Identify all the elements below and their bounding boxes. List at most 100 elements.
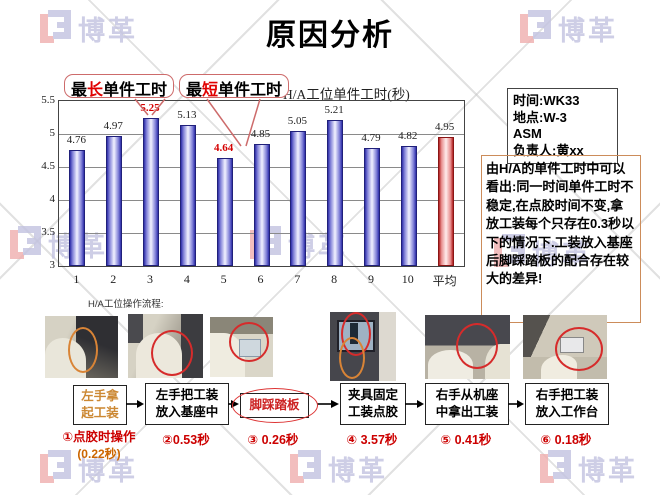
process-photo-1 <box>45 316 118 378</box>
chart-plot-area <box>58 100 465 267</box>
process-photo-6 <box>523 315 607 379</box>
x-tick-label: 1 <box>73 272 80 286</box>
orange-highlight-circle <box>338 336 365 379</box>
callout-pointer-lines <box>134 98 261 147</box>
brand-logo-icon <box>40 10 71 43</box>
brand-logo-icon <box>290 450 321 483</box>
info-box: 时间:WK33 地点:W-3 ASM 负责人:黄xx <box>507 88 618 164</box>
brand-watermark-text: 博革 <box>78 15 138 46</box>
bar <box>327 120 344 266</box>
bar-value-label: 5.13 <box>177 109 197 122</box>
flow-step-4-box: 夹具固定 工装点胶 <box>340 383 406 425</box>
callout-accent-text: 长 <box>87 82 104 99</box>
page-title: 原因分析 <box>266 19 394 52</box>
flow-step-label: 左手把工装 <box>155 388 219 402</box>
info-owner: 负责人:黄xx <box>513 142 584 158</box>
x-tick-label: 4 <box>183 272 190 286</box>
step-2-time: ②0.53秒 <box>136 429 236 448</box>
brand-watermark: 博革 <box>38 8 138 48</box>
bar-average <box>437 137 454 266</box>
bar-value-label: 4.82 <box>398 129 418 142</box>
flow-step-2-box: 左手把工装 放入基座中 <box>145 383 229 425</box>
x-tick-label: 3 <box>147 272 154 286</box>
info-time: 时间:WK33 <box>513 93 580 108</box>
y-tick-label: 3 <box>49 259 56 271</box>
callout-text: 单件工时 <box>218 82 283 99</box>
flow-step-3-box: 脚踩踏板 <box>240 393 309 418</box>
brand-logo-icon <box>494 234 525 267</box>
bar-value-label: 4.79 <box>361 131 381 144</box>
photo-region <box>128 314 143 343</box>
y-tick-label: 4 <box>49 193 56 205</box>
brand-watermark-text: 博革 <box>78 455 138 486</box>
flow-step-label: 放入工作台 <box>535 405 599 419</box>
bar <box>253 143 270 266</box>
step-6-time: ⑥ 0.18秒 <box>516 429 616 448</box>
process-photo-2 <box>128 314 203 378</box>
process-photo-3 <box>210 317 273 377</box>
red-highlight-circle <box>229 321 270 362</box>
flow-step-label: 工装点胶 <box>347 405 398 419</box>
flow-step-6-box: 右手把工装 放入工作台 <box>525 383 609 425</box>
bar <box>290 130 307 266</box>
bar-value-label: 4.97 <box>103 119 123 132</box>
process-photo-5 <box>425 315 510 379</box>
gridline <box>59 134 464 135</box>
brand-watermark: 博革 <box>492 232 592 272</box>
x-tick-label: 8 <box>331 272 338 286</box>
callout-accent-text: 短 <box>202 82 219 99</box>
brand-watermark-text: 博革 <box>532 239 592 270</box>
y-tick-label: 4.5 <box>41 160 55 172</box>
y-tick-label: 3.5 <box>41 226 55 238</box>
brand-watermark: 博革 <box>538 448 638 488</box>
step-time-text: ①点胶时操作 <box>62 430 136 444</box>
flow-arrows <box>126 400 524 408</box>
step-3-time: ③ 0.26秒 <box>223 429 323 448</box>
callout-longest-unit-time: 最长单件工时 <box>64 74 175 99</box>
step-time-text: ④ 3.57秒 <box>346 433 398 447</box>
bar <box>363 147 380 266</box>
x-tick-label: 10 <box>401 272 414 286</box>
bar <box>400 145 417 266</box>
red-highlight-circle <box>150 330 193 376</box>
bar <box>216 157 233 266</box>
bar <box>106 135 123 266</box>
callout-text: 最 <box>71 82 88 99</box>
brand-watermark-text: 博革 <box>578 455 638 486</box>
x-tick-label: 6 <box>257 272 264 286</box>
step-time-text: ⑤ 0.41秒 <box>440 433 492 447</box>
y-tick-label: 5 <box>49 127 56 139</box>
flow-step-label: 左手拿 <box>81 389 119 403</box>
brand-watermark-text: 博革 <box>558 15 618 46</box>
red-highlight-circle <box>554 326 603 371</box>
step-4-time: ④ 3.57秒 <box>322 429 422 448</box>
flow-step-label: 脚踩踏板 <box>249 398 300 412</box>
step-1-time: ①点胶时操作 (0.22秒) <box>44 426 154 462</box>
step-time-text: ③ 0.26秒 <box>247 433 299 447</box>
flow-step-1-box: 左手拿 起工装 <box>73 385 127 425</box>
step-time-text: ⑥ 0.18秒 <box>540 433 592 447</box>
bar <box>179 125 196 266</box>
flow-step-label: 右手从机座 <box>435 388 499 402</box>
flow-step-label: 放入基座中 <box>155 405 219 419</box>
y-tick-label: 5.5 <box>41 94 55 106</box>
callout-text: 最 <box>186 82 203 99</box>
callout-text: 单件工时 <box>103 82 168 99</box>
brand-logo-icon <box>540 450 571 483</box>
orange-highlight-circle <box>68 327 99 374</box>
flow-step-label: 中拿出工装 <box>435 405 499 419</box>
bar-value-label: 5.05 <box>287 114 307 127</box>
bar <box>143 117 160 266</box>
brand-logo-icon <box>40 450 71 483</box>
x-tick-label: 2 <box>110 272 117 286</box>
brand-logo-icon <box>10 226 41 259</box>
photo-region <box>378 312 396 381</box>
step-time-text: ②0.53秒 <box>162 433 210 447</box>
analysis-text: 由H/A的单件工时中可以看出:同一时间单件工时不稳定,在点胶时间不变,拿放工装每… <box>486 161 635 287</box>
brand-watermark: 博革 <box>288 448 388 488</box>
x-tick-label: 9 <box>367 272 374 286</box>
bar-value-label: 4.95 <box>434 121 455 134</box>
callout-shortest-unit-time: 最短单件工时 <box>179 74 290 99</box>
step-time-text: (0.22秒) <box>77 447 121 461</box>
